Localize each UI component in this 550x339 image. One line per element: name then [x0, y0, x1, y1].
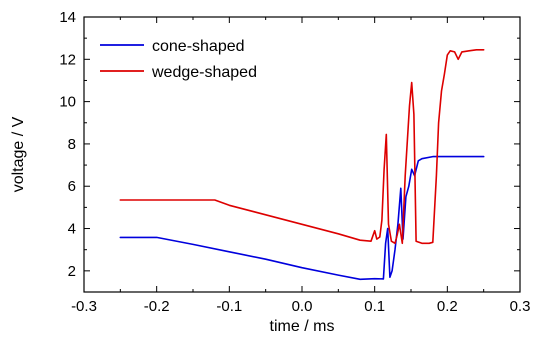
series-line-wedge-shaped [119, 48, 485, 245]
legend: cone-shaped wedge-shaped [100, 38, 257, 81]
y-tick-label: 2 [68, 263, 76, 280]
x-tick-label: -0.3 [71, 298, 97, 315]
x-tick-label: 0.3 [510, 298, 531, 315]
x-tick-label: 0.1 [364, 298, 385, 315]
x-axis-title: time / ms [270, 318, 335, 335]
legend-label: cone-shaped [152, 38, 245, 55]
y-tick-label: 8 [68, 136, 76, 153]
y-axis-title: voltage / V [10, 116, 27, 192]
legend-label: wedge-shaped [151, 64, 257, 81]
y-tick-label: 14 [59, 9, 76, 26]
y-tick-label: 12 [59, 51, 76, 68]
axis-tick-labels: -0.3 -0.2 -0.1 0.0 0.1 0.2 0.3 2 4 6 8 10 12 14 [59, 9, 530, 315]
y-tick-label: 4 [68, 221, 76, 238]
x-tick-label: 0.0 [292, 298, 313, 315]
x-tick-label: -0.2 [144, 298, 170, 315]
y-tick-label: 6 [68, 178, 76, 195]
axis-ticks [83, 16, 521, 292]
x-tick-label: 0.2 [437, 298, 458, 315]
series-line-cone-shaped [119, 155, 485, 281]
y-tick-label: 10 [59, 94, 76, 111]
x-tick-label: -0.1 [216, 298, 242, 315]
series-lines [119, 48, 485, 281]
